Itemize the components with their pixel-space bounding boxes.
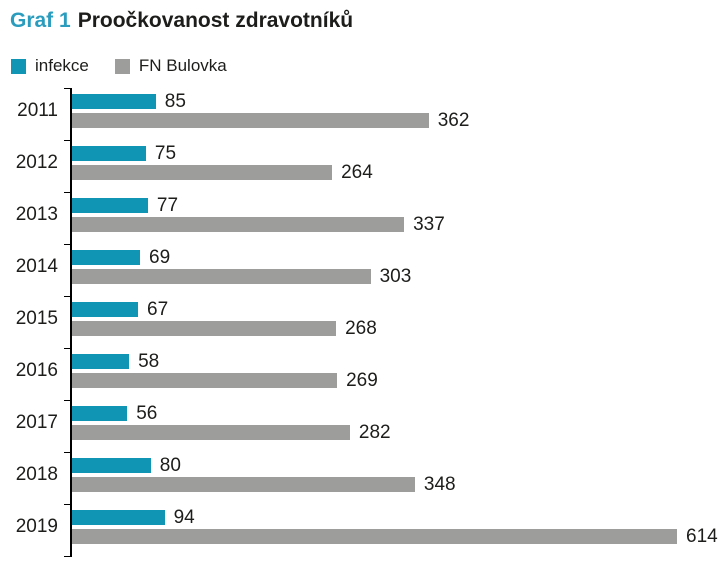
year-label: 2014 <box>15 256 58 277</box>
chart-row: 2019 94 614 <box>0 504 728 556</box>
axis-tick <box>64 504 70 505</box>
bar-fn-bulovka <box>72 321 337 336</box>
bar-group-infekce: 69 <box>72 247 171 268</box>
bar-value-label: 282 <box>358 422 391 443</box>
axis-tick <box>64 400 70 401</box>
bar-group-fn-bulovka: 268 <box>72 318 377 339</box>
bar-group-fn-bulovka: 614 <box>72 526 718 547</box>
legend-item-fn-bulovka: FN Bulovka <box>114 56 227 76</box>
bar-group-infekce: 85 <box>72 91 186 112</box>
category-axis-line <box>70 88 72 557</box>
chart-row: 2012 75 264 <box>0 140 728 192</box>
bar-group-fn-bulovka: 348 <box>72 474 456 495</box>
axis-tick <box>64 192 70 193</box>
bar-fn-bulovka <box>72 477 415 492</box>
bar-group-fn-bulovka: 337 <box>72 214 445 235</box>
bar-chart: 2011 85 362 2012 75 264 2013 77 337 2014 69 303 2015… <box>0 88 728 560</box>
axis-tick <box>64 140 70 141</box>
year-label: 2019 <box>15 516 58 537</box>
year-label: 2012 <box>15 152 58 173</box>
chart-row: 2014 69 303 <box>0 244 728 296</box>
chart-row: 2013 77 337 <box>0 192 728 244</box>
axis-tick <box>64 348 70 349</box>
year-label: 2016 <box>15 360 58 381</box>
bar-value-label: 94 <box>173 507 195 528</box>
bar-fn-bulovka <box>72 217 405 232</box>
bar-group-fn-bulovka: 282 <box>72 422 391 443</box>
chart-row: 2011 85 362 <box>0 88 728 140</box>
bar-value-label: 348 <box>423 474 456 495</box>
bar-infekce <box>72 406 128 421</box>
bar-fn-bulovka <box>72 269 371 284</box>
chart-row: 2017 56 282 <box>0 400 728 452</box>
bar-group-infekce: 80 <box>72 455 181 476</box>
legend-swatch-infekce-icon <box>11 58 26 74</box>
bar-value-label: 264 <box>341 162 373 183</box>
bar-infekce <box>72 458 151 473</box>
bar-fn-bulovka <box>72 373 338 388</box>
bar-value-label: 269 <box>346 370 378 391</box>
bar-fn-bulovka <box>72 113 429 128</box>
axis-tick <box>64 296 70 297</box>
chart-row: 2016 58 269 <box>0 348 728 400</box>
bar-group-fn-bulovka: 269 <box>72 370 378 391</box>
legend: infekce FN Bulovka <box>11 56 227 76</box>
bar-group-infekce: 58 <box>72 351 160 372</box>
bar-infekce <box>72 250 140 265</box>
bar-infekce <box>72 510 165 525</box>
bar-value-label: 75 <box>154 143 177 164</box>
chart-title-prefix: Graf 1 <box>10 9 71 32</box>
bar-value-label: 56 <box>136 403 158 424</box>
bar-value-label: 69 <box>149 247 171 268</box>
bar-infekce <box>72 146 146 161</box>
bar-value-label: 77 <box>156 195 179 216</box>
axis-tick <box>64 452 70 453</box>
bar-group-infekce: 56 <box>72 403 158 424</box>
chart-title: Graf 1 Proočkovanost zdravotníků <box>10 9 353 33</box>
bar-value-label: 303 <box>379 266 412 287</box>
bar-fn-bulovka <box>72 165 333 180</box>
bar-fn-bulovka <box>72 529 677 544</box>
bar-fn-bulovka <box>72 425 350 440</box>
bar-group-infekce: 75 <box>72 143 177 164</box>
year-label: 2017 <box>15 412 58 433</box>
axis-tick <box>64 556 70 557</box>
bar-value-label: 67 <box>147 299 169 320</box>
year-label: 2013 <box>15 204 58 225</box>
bar-infekce <box>72 198 148 213</box>
legend-swatch-fn-bulovka-icon <box>114 58 130 74</box>
bar-group-infekce: 67 <box>72 299 169 320</box>
bar-group-fn-bulovka: 264 <box>72 162 373 183</box>
legend-label-fn-bulovka: FN Bulovka <box>138 56 227 75</box>
bar-group-infekce: 77 <box>72 195 179 216</box>
bar-value-label: 80 <box>159 455 181 476</box>
bar-value-label: 85 <box>164 91 186 112</box>
bar-group-fn-bulovka: 362 <box>72 110 470 131</box>
chart-row: 2018 80 348 <box>0 452 728 504</box>
bar-group-fn-bulovka: 303 <box>72 266 412 287</box>
chart-title-text: Proočkovanost zdravotníků <box>77 9 354 32</box>
year-label: 2011 <box>17 100 58 121</box>
axis-tick <box>64 88 70 89</box>
legend-item-infekce: infekce <box>11 56 89 76</box>
chart-row: 2015 67 268 <box>0 296 728 348</box>
axis-tick <box>64 244 70 245</box>
bar-value-label: 337 <box>413 214 445 235</box>
year-label: 2018 <box>15 464 58 485</box>
bar-infekce <box>72 94 156 109</box>
bar-group-infekce: 94 <box>72 507 195 528</box>
bar-infekce <box>72 302 138 317</box>
bar-value-label: 614 <box>686 526 718 547</box>
bar-value-label: 268 <box>345 318 377 339</box>
bar-value-label: 58 <box>138 351 160 372</box>
legend-label-infekce: infekce <box>35 56 89 75</box>
bar-infekce <box>72 354 130 369</box>
bar-value-label: 362 <box>437 110 470 131</box>
year-label: 2015 <box>15 308 58 329</box>
